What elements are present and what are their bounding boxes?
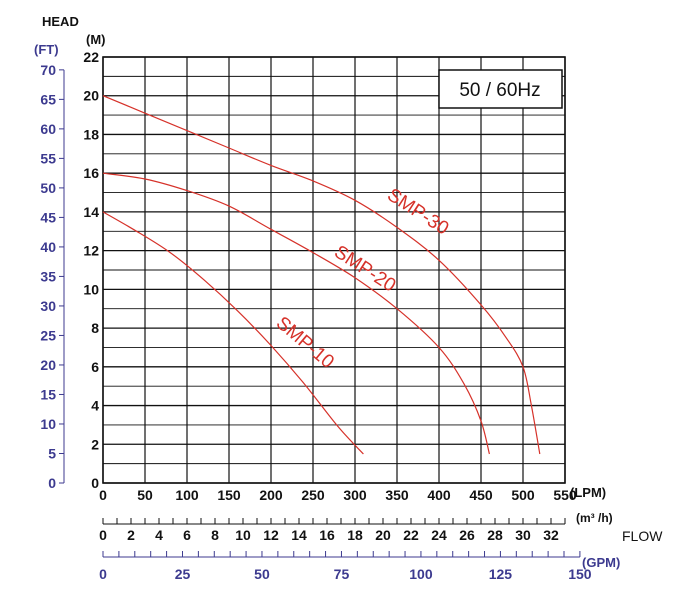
gpm-tick-label: 0 — [99, 566, 107, 582]
m3h-tick-label: 24 — [431, 527, 447, 543]
m3h-tick-label: 8 — [211, 527, 219, 543]
curve-smp-20 — [102, 172, 490, 455]
gpm-tick-label: 125 — [489, 566, 513, 582]
x-tick-label: 450 — [469, 487, 493, 503]
y-tick-label: 4 — [91, 398, 99, 414]
ft-tick-label: 60 — [40, 121, 56, 137]
frequency-box — [438, 69, 563, 109]
ft-tick-label: 70 — [40, 62, 56, 78]
frequency-label: 50 / 60Hz — [459, 80, 540, 101]
chart-grid — [102, 56, 566, 484]
ft-tick-label: 10 — [40, 416, 56, 432]
x-tick-label: 550 — [553, 487, 577, 503]
ft-tick-label: 15 — [40, 386, 56, 402]
y-tick-label: 2 — [91, 436, 99, 452]
x-axis-unit-gpm: (GPM) — [582, 555, 620, 570]
m3h-tick-label: 20 — [375, 527, 391, 543]
y-tick-label: 16 — [83, 165, 99, 181]
label-smp-10: SMP-10 — [272, 313, 338, 373]
x-tick-label: 300 — [343, 487, 367, 503]
x-tick-label: 500 — [511, 487, 535, 503]
gpm-tick-label: 50 — [254, 566, 270, 582]
m3h-tick-label: 22 — [403, 527, 419, 543]
y-tick-label: 0 — [91, 475, 99, 491]
curve-smp-30 — [102, 95, 541, 455]
m3h-tick-label: 2 — [127, 527, 135, 543]
y-axis-unit-ft: (FT) — [34, 42, 59, 57]
x-tick-label: 350 — [385, 487, 409, 503]
m3h-tick-label: 14 — [291, 527, 307, 543]
m3h-tick-label: 0 — [99, 527, 107, 543]
y-tick-label: 8 — [91, 320, 99, 336]
ft-tick-label: 40 — [40, 239, 56, 255]
ft-tick-label: 50 — [40, 180, 56, 196]
m3h-tick-label: 32 — [543, 527, 559, 543]
chart-labels: 0246810121416182022051015202530354045505… — [40, 49, 591, 582]
ft-tick-label: 35 — [40, 268, 56, 284]
x-tick-label: 0 — [99, 487, 107, 503]
ft-tick-label: 20 — [40, 357, 56, 373]
gpm-tick-label: 150 — [568, 566, 592, 582]
x-axis-unit-m3h: (m³ /h) — [576, 511, 613, 525]
flow-label: FLOW — [622, 528, 663, 544]
x-tick-label: 250 — [301, 487, 325, 503]
y-tick-label: 14 — [83, 204, 99, 220]
m3h-tick-label: 26 — [459, 527, 475, 543]
plot-frame — [102, 56, 566, 484]
ft-tick-label: 65 — [40, 91, 56, 107]
x-tick-label: 100 — [175, 487, 199, 503]
x-tick-label: 50 — [137, 487, 153, 503]
m3h-tick-label: 10 — [235, 527, 251, 543]
m3h-tick-label: 28 — [487, 527, 503, 543]
y-tick-label: 18 — [83, 126, 99, 142]
x-axis-unit-lpm: (LPM) — [570, 485, 606, 500]
m3h-tick-label: 30 — [515, 527, 531, 543]
y-tick-label: 20 — [83, 88, 99, 104]
m3h-tick-label: 18 — [347, 527, 363, 543]
y-axis-unit-m: (M) — [86, 32, 106, 47]
ft-tick-label: 25 — [40, 327, 56, 343]
x-tick-label: 150 — [217, 487, 241, 503]
y-axis-title: HEAD — [42, 14, 79, 29]
ft-tick-label: 0 — [48, 475, 56, 491]
m3h-tick-label: 16 — [319, 527, 335, 543]
ft-tick-label: 5 — [48, 445, 56, 461]
curve-smp-10 — [102, 211, 364, 455]
gpm-tick-label: 25 — [175, 566, 191, 582]
x-tick-label: 200 — [259, 487, 283, 503]
ft-tick-label: 45 — [40, 209, 56, 225]
m3h-tick-label: 12 — [263, 527, 279, 543]
m3h-tick-label: 4 — [155, 527, 163, 543]
x-tick-label: 400 — [427, 487, 451, 503]
ft-tick-label: 55 — [40, 150, 56, 166]
y-tick-label: 6 — [91, 359, 99, 375]
ft-tick-label: 30 — [40, 298, 56, 314]
y-tick-label: 22 — [83, 49, 99, 65]
gpm-tick-label: 100 — [409, 566, 433, 582]
y-tick-label: 12 — [83, 243, 99, 259]
m3h-tick-label: 6 — [183, 527, 191, 543]
gpm-tick-label: 75 — [334, 566, 350, 582]
y-tick-label: 10 — [83, 281, 99, 297]
